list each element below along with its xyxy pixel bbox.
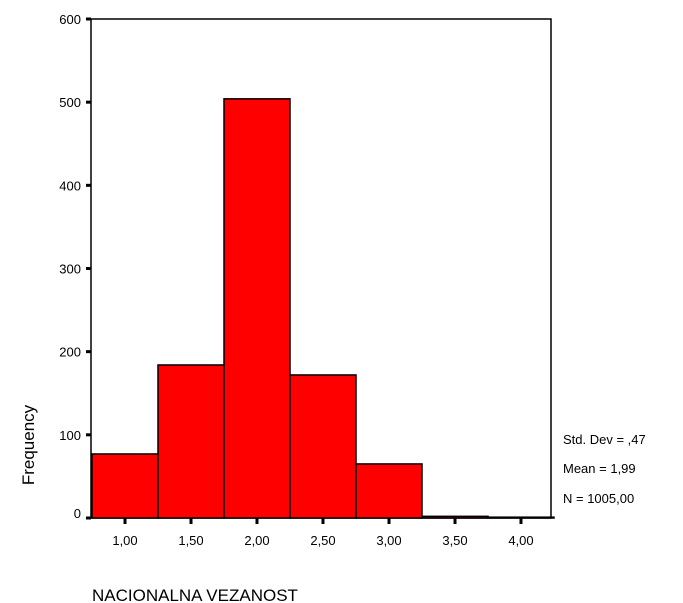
y-tick-label: 200: [59, 345, 81, 360]
y-axis: 0 100 200 300 400 500 600: [59, 12, 91, 521]
std-dev-label: Std. Dev = ,47: [563, 432, 646, 447]
y-tick-label: 500: [59, 95, 81, 110]
x-axis: 1,00 1,50 2,00 2,50 3,00 3,50 4,00: [112, 518, 534, 548]
histogram-bar: [487, 516, 555, 519]
x-tick-label: 2,00: [244, 533, 269, 548]
y-tick-label: 0: [74, 506, 81, 521]
bars-group: [91, 98, 555, 519]
histogram-bar: [157, 364, 225, 519]
y-tick-label: 300: [59, 262, 81, 277]
mean-label: Mean = 1,99: [563, 461, 636, 476]
x-axis-title: NACIONALNA VEZANOST: [92, 586, 298, 603]
histogram-bar: [91, 453, 159, 519]
n-label: N = 1005,00: [563, 491, 634, 506]
x-tick-label: 4,00: [508, 533, 533, 548]
histogram-bar: [355, 463, 423, 519]
x-tick-label: 3,50: [442, 533, 467, 548]
y-tick-label: 600: [59, 12, 81, 27]
x-tick-label: 1,00: [112, 533, 137, 548]
y-tick-label: 400: [59, 178, 81, 193]
y-tick-label: 100: [59, 428, 81, 443]
x-tick-label: 1,50: [178, 533, 203, 548]
x-tick-label: 2,50: [310, 533, 335, 548]
histogram-bar: [223, 98, 291, 519]
x-tick-label: 3,00: [376, 533, 401, 548]
histogram-bar: [421, 515, 489, 519]
histogram-bar: [289, 374, 357, 519]
y-axis-title: Frequency: [19, 404, 38, 485]
